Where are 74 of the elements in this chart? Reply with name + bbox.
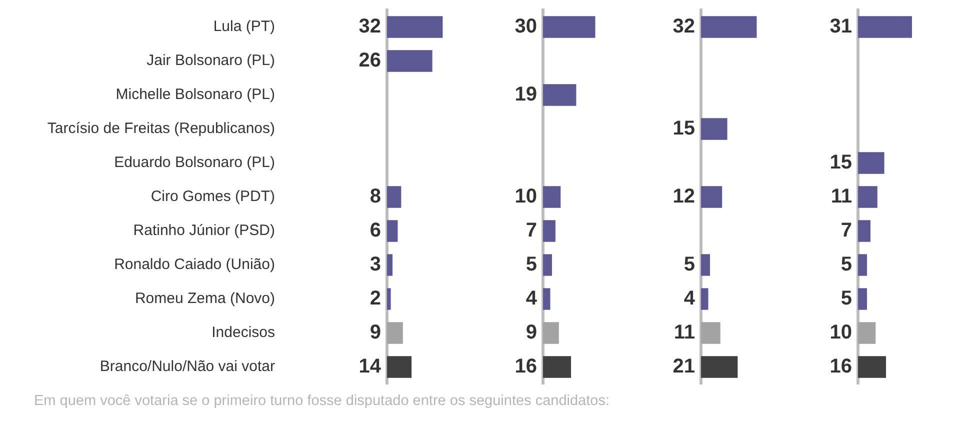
bar xyxy=(701,288,708,310)
data-label: 4 xyxy=(526,288,538,310)
data-label: 12 xyxy=(672,186,695,208)
bar xyxy=(701,118,728,140)
data-label: 3 xyxy=(370,254,381,276)
bar xyxy=(701,16,757,38)
data-label: 31 xyxy=(830,16,852,38)
data-label: 7 xyxy=(840,220,852,242)
y-tick-label: Ciro Gomes (PDT) xyxy=(150,188,275,206)
data-label: 2 xyxy=(370,288,381,310)
bar xyxy=(543,288,550,310)
data-label: 15 xyxy=(830,152,852,174)
y-tick-label: Romeu Zema (Novo) xyxy=(134,290,275,308)
text: Em quem você votaria se o primeiro turno fosse disputado entre os seguintes candidatos: xyxy=(34,393,610,409)
bar xyxy=(543,84,576,106)
bar xyxy=(543,220,556,242)
data-label: 4 xyxy=(684,288,696,310)
bar xyxy=(387,50,432,72)
y-tick-label: Lula (PT) xyxy=(213,18,275,36)
y-tick-label: Ratinho Júnior (PSD) xyxy=(133,222,275,240)
bar xyxy=(701,254,710,276)
data-label: 21 xyxy=(672,356,695,378)
bar xyxy=(701,322,720,344)
data-label: 14 xyxy=(358,356,382,378)
bar xyxy=(387,288,391,310)
data-label: 9 xyxy=(526,322,537,344)
bar xyxy=(387,322,403,344)
data-label: 16 xyxy=(830,356,852,378)
data-label: 11 xyxy=(830,186,852,208)
data-label: 10 xyxy=(514,186,537,208)
data-label: 11 xyxy=(674,322,695,344)
data-label: 5 xyxy=(840,254,852,276)
bar xyxy=(858,186,878,208)
bar xyxy=(543,16,596,38)
data-label: 19 xyxy=(514,84,537,106)
y-tick-label: Ronaldo Caiado (União) xyxy=(114,256,275,274)
data-label: 5 xyxy=(526,254,537,276)
bar xyxy=(387,186,402,208)
bar xyxy=(387,220,398,242)
data-label: 32 xyxy=(358,16,381,38)
bar xyxy=(543,322,559,344)
bar xyxy=(858,322,876,344)
data-label: 30 xyxy=(514,16,537,38)
bar xyxy=(858,16,912,38)
bar xyxy=(858,152,884,174)
y-tick-label: Branco/Nulo/Não vai votar xyxy=(100,358,275,376)
bar xyxy=(387,254,393,276)
data-label: 16 xyxy=(514,356,537,378)
y-tick-label: Michelle Bolsonaro (PL) xyxy=(116,86,275,104)
bar xyxy=(543,356,572,378)
bar xyxy=(387,356,412,378)
bar xyxy=(701,186,722,208)
bar xyxy=(701,356,738,378)
bar xyxy=(858,288,867,310)
bar xyxy=(543,254,552,276)
bar xyxy=(858,254,867,276)
bar xyxy=(387,16,443,38)
data-label: 15 xyxy=(672,118,695,140)
data-label: 5 xyxy=(684,254,695,276)
data-label: 8 xyxy=(370,186,381,208)
data-label: 5 xyxy=(840,288,852,310)
bar xyxy=(543,186,561,208)
bar xyxy=(858,356,886,378)
y-tick-label: Tarcísio de Freitas (Republicanos) xyxy=(47,120,276,138)
data-label: 32 xyxy=(672,16,695,38)
bar xyxy=(858,220,870,242)
y-tick-label: Indecisos xyxy=(212,324,275,342)
data-label: 26 xyxy=(358,50,381,72)
data-label: 6 xyxy=(370,220,381,242)
data-label: 7 xyxy=(526,220,537,242)
data-label: 10 xyxy=(830,322,852,344)
y-tick-label: Jair Bolsonaro (PL) xyxy=(146,52,275,70)
y-tick-label: Eduardo Bolsonaro (PL) xyxy=(114,154,275,172)
data-label: 9 xyxy=(370,322,381,344)
